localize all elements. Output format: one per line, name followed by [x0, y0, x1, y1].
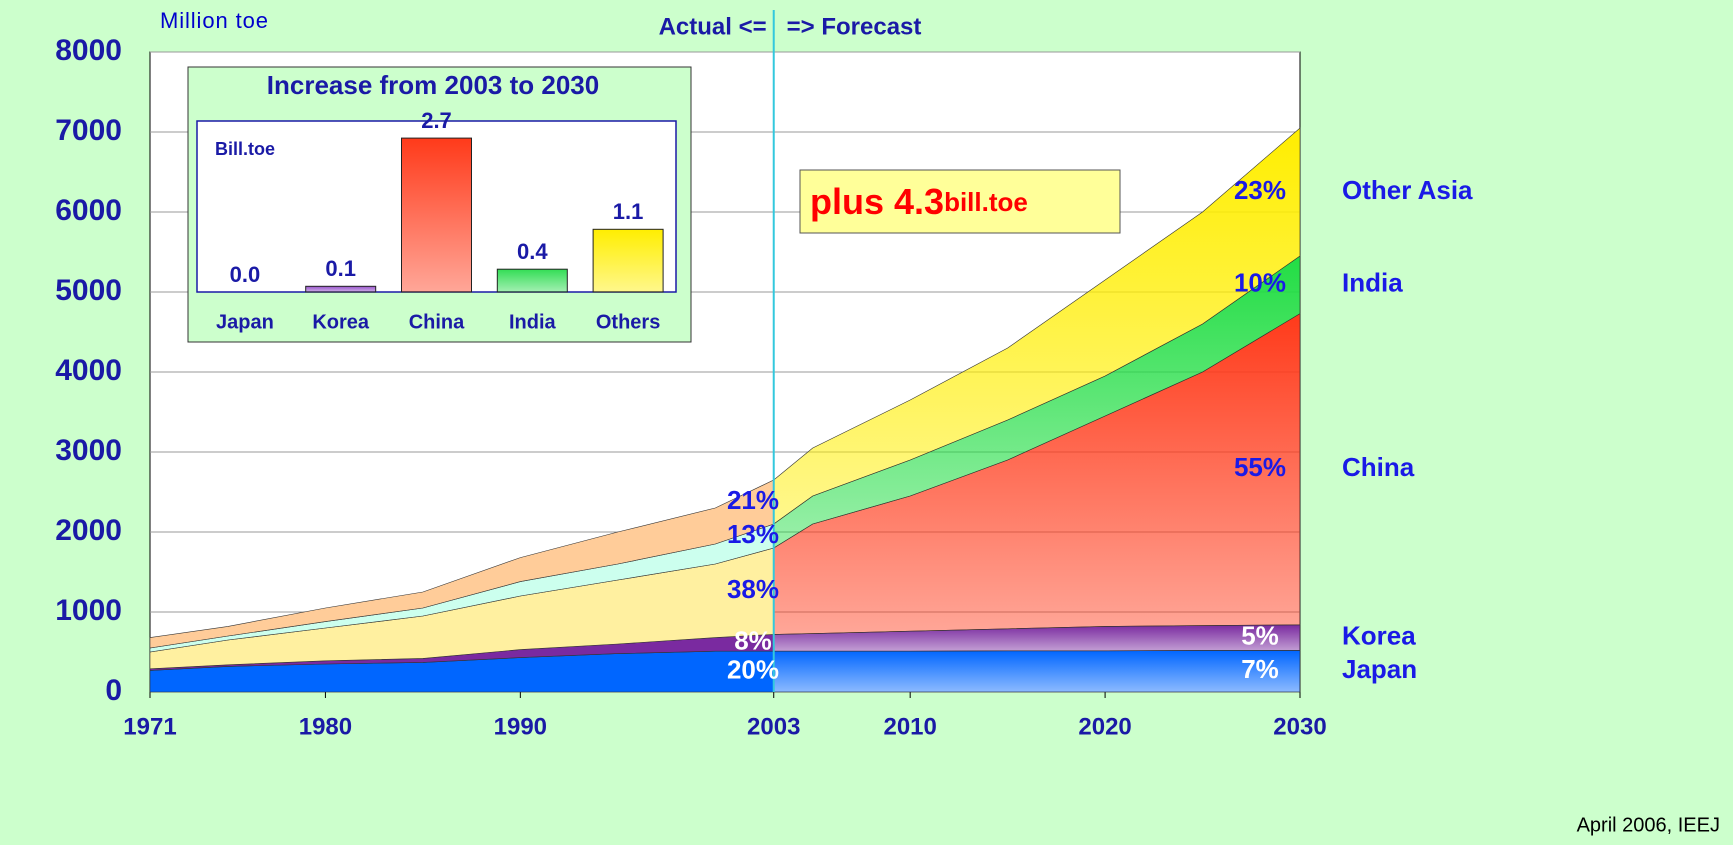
share-label: 10% — [1234, 268, 1286, 298]
x-tick-label: 2010 — [883, 713, 936, 740]
y-tick-label: 8000 — [55, 34, 122, 67]
x-tick-label: India — [509, 311, 557, 333]
x-tick-label: 2020 — [1078, 713, 1131, 740]
legend-label: Korea — [1342, 620, 1416, 650]
y-tick-label: 4000 — [55, 354, 122, 387]
x-tick-label: 2030 — [1273, 713, 1326, 740]
bar — [305, 285, 377, 293]
legend-label: Japan — [1342, 654, 1417, 684]
callout-unit: bill.toe — [944, 187, 1028, 217]
x-tick-label: 1990 — [494, 713, 547, 740]
area-forecast — [773, 127, 1301, 525]
value-label: 0.1 — [325, 256, 356, 281]
x-tick-label: 1980 — [299, 713, 352, 740]
x-tick-label: Korea — [312, 311, 370, 333]
annotation: Actual <= => Forecast — [659, 13, 922, 40]
y-tick-label: 0 — [105, 674, 122, 707]
bar — [401, 137, 472, 293]
y-tick-label: 3000 — [55, 434, 122, 467]
share-label: 20% — [727, 654, 779, 684]
y-axis-label: Million toe — [160, 8, 268, 33]
share-label: 8% — [734, 626, 772, 656]
value-label: 0.4 — [517, 239, 548, 264]
x-tick-label: China — [409, 311, 465, 333]
value-label: 2.7 — [421, 108, 452, 133]
y-tick-label: 7000 — [55, 114, 122, 147]
share-label: 38% — [727, 574, 779, 604]
inset-y-label: Bill.toe — [215, 139, 275, 159]
y-tick-label: 6000 — [55, 194, 122, 227]
share-label: 7% — [1241, 654, 1279, 684]
share-label: 21% — [727, 485, 779, 515]
legend-label: China — [1342, 452, 1415, 482]
x-tick-label: 1971 — [123, 713, 176, 740]
callout-text: plus 4.3 — [810, 181, 944, 222]
area-forecast — [773, 650, 1301, 693]
y-tick-label: 2000 — [55, 514, 122, 547]
legend-label: India — [1342, 268, 1403, 298]
share-label: 23% — [1234, 175, 1286, 205]
bar — [592, 228, 664, 293]
legend-label: Other Asia — [1342, 175, 1473, 205]
value-label: 0.0 — [230, 262, 261, 287]
inset-title: Increase from 2003 to 2030 — [267, 70, 599, 100]
share-label: 13% — [727, 519, 779, 549]
share-label: 5% — [1241, 620, 1279, 650]
x-tick-label: 2003 — [747, 713, 800, 740]
source: April 2006, IEEJ — [1577, 814, 1720, 836]
x-tick-label: Japan — [216, 311, 274, 333]
x-tick-label: Others — [596, 311, 660, 333]
bar — [496, 268, 568, 293]
value-label: 1.1 — [613, 199, 644, 224]
share-label: 55% — [1234, 452, 1286, 482]
y-tick-label: 5000 — [55, 274, 122, 307]
y-tick-label: 1000 — [55, 594, 122, 627]
callout-box — [799, 169, 1121, 234]
callout: plus 4.3bill.toe — [810, 181, 1028, 222]
